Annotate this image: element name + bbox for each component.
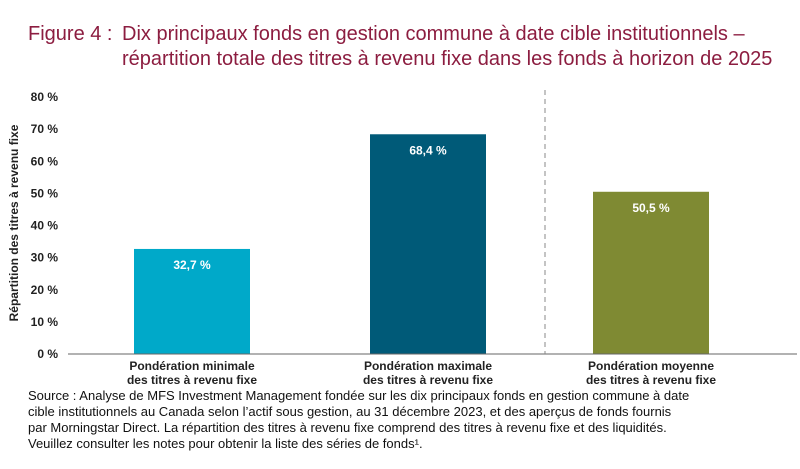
category-label: des titres à revenu fixe: [127, 373, 257, 387]
bar-value-label: 50,5 %: [632, 201, 670, 215]
bar: [370, 134, 486, 354]
figure-number: Figure 4 :: [28, 23, 113, 45]
y-tick-label: 40 %: [31, 219, 59, 233]
bar: [134, 248, 250, 354]
bar-value-label: 68,4 %: [409, 143, 447, 157]
source-line-4: Veuillez consulter les notes pour obteni…: [28, 436, 423, 451]
bar-chart: Répartition des titres à revenu fixe 0 %…: [7, 90, 797, 387]
y-tick-label: 0 %: [37, 347, 58, 361]
y-axis-ticks: 0 % 10 % 20 % 30 % 40 % 50 % 60 % 70 % 80 %: [31, 90, 59, 361]
source-note: Source : Analyse de MFS Investment Manag…: [28, 388, 788, 452]
category-label: Pondération moyenne: [588, 359, 714, 373]
y-tick-label: 60 %: [31, 154, 59, 168]
category-label: des titres à revenu fixe: [586, 373, 716, 387]
category-label: Pondération maximale: [364, 359, 492, 373]
y-axis-label: Répartition des titres à revenu fixe: [7, 124, 21, 321]
title-line-1: Dix principaux fonds en gestion commune …: [122, 23, 745, 45]
source-line-1: Source : Analyse de MFS Investment Manag…: [28, 388, 690, 403]
bar-value-label: 32,7 %: [173, 258, 211, 272]
category-label: Pondération minimale: [129, 359, 255, 373]
category-label: des titres à revenu fixe: [363, 373, 493, 387]
y-tick-label: 80 %: [31, 90, 59, 104]
bar: [593, 191, 709, 354]
source-line-2: cible institutionnels au Canada selon l’…: [28, 404, 672, 419]
y-tick-label: 20 %: [31, 283, 59, 297]
y-tick-label: 30 %: [31, 251, 59, 265]
bars: 32,7 % 68,4 % 50,5 %: [134, 134, 709, 354]
y-tick-label: 10 %: [31, 315, 59, 329]
y-tick-label: 70 %: [31, 122, 59, 136]
source-line-3: par Morningstar Direct. La répartition d…: [28, 420, 667, 435]
title-line-2: répartition totale des titres à revenu f…: [122, 48, 773, 70]
y-tick-label: 50 %: [31, 186, 59, 200]
